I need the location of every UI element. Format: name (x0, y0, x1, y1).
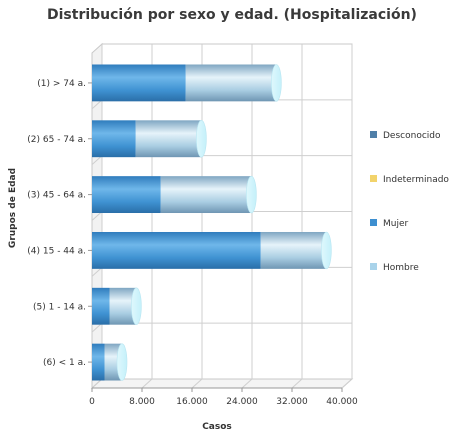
x-tick-label: 40.000 (326, 397, 358, 407)
gridline-floor (241, 378, 253, 389)
gridline-floor (141, 378, 153, 389)
y-axis-ticks: (1) > 74 a. (2) 65 - 74 a. (3) 45 - 64 a. (… (27, 79, 92, 368)
y-axis-title: Grupos de Edad (8, 168, 18, 248)
bars (92, 64, 332, 381)
x-tick-label: 0 (89, 397, 95, 407)
y-tick-label: (5) 1 - 14 a. (33, 302, 86, 312)
bar-group (92, 120, 207, 158)
legend-label: Desconocido (383, 131, 441, 141)
gridline-floor (191, 378, 203, 389)
chart-title: Distribución por sexo y edad. (Hospitali… (47, 7, 417, 23)
y-tick-label: (1) > 74 a. (37, 79, 86, 89)
gridline-floor (291, 378, 303, 389)
x-axis-title: Casos (202, 422, 232, 432)
bar-mujer (92, 120, 136, 158)
legend-label: Hombre (383, 263, 419, 273)
bar-mujer (92, 343, 105, 381)
y-tick-label: (4) 15 - 44 a. (27, 246, 86, 256)
gridline-floor (341, 378, 353, 389)
bar-mujer (92, 287, 110, 325)
x-tick-label: 16.000 (176, 397, 208, 407)
y-tick-label: (3) 45 - 64 a. (27, 191, 86, 201)
legend-swatch (370, 263, 377, 270)
bar-mujer (92, 64, 186, 102)
bar-cap (131, 287, 142, 325)
bar-group (92, 343, 128, 381)
plot-floor (90, 378, 354, 389)
bar-cap (116, 343, 128, 381)
legend-swatch (370, 131, 377, 138)
legend-label: Indeterminado (383, 175, 449, 185)
legend-swatch (370, 219, 377, 226)
bar-group (92, 64, 282, 102)
legend-swatch (370, 175, 377, 182)
bar-hombre (135, 120, 202, 158)
bar-cap (246, 175, 257, 214)
x-tick-label: 24.000 (226, 397, 258, 407)
bar-cap (271, 64, 282, 102)
legend-label: Mujer (383, 219, 409, 229)
bar-hombre (185, 64, 277, 102)
bar-mujer (92, 231, 261, 269)
y-tick-label: (2) 65 - 74 a. (27, 135, 86, 145)
bar-group (92, 231, 332, 270)
x-tick-label: 8.000 (129, 397, 155, 407)
bar-hombre (160, 176, 252, 214)
x-tick-label: 32.000 (276, 397, 308, 407)
bar-group (92, 287, 142, 325)
bar-hombre (260, 231, 327, 269)
legend: Desconocido Indeterminado Mujer Hombre (370, 131, 449, 273)
bar-group (92, 175, 257, 214)
x-axis-ticks: 0 8.000 16.000 24.000 32.000 40.000 (89, 387, 358, 407)
y-tick-label: (6) < 1 a. (43, 358, 86, 368)
bar-cap (196, 120, 207, 158)
bar-mujer (92, 176, 161, 214)
bar-cap (321, 231, 332, 270)
